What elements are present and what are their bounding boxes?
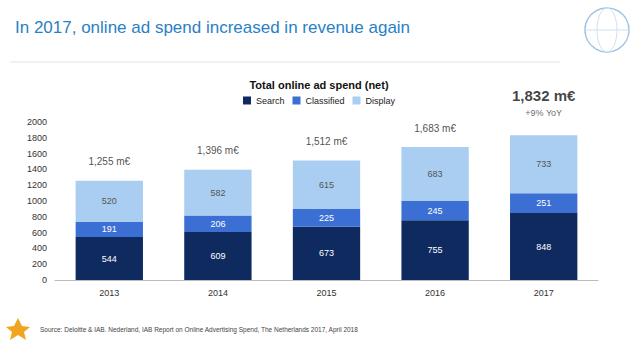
svg-text:1,255 m€: 1,255 m€ [88,156,130,167]
svg-text:520: 520 [102,196,117,206]
svg-text:Display: Display [366,96,396,106]
svg-text:848: 848 [536,242,551,252]
svg-text:Search: Search [256,96,285,106]
svg-text:673: 673 [319,248,334,258]
svg-text:1800: 1800 [27,133,47,143]
svg-text:Classified: Classified [305,96,344,106]
svg-text:0: 0 [42,275,47,285]
svg-text:1,512 m€: 1,512 m€ [306,136,348,147]
svg-text:2016: 2016 [425,288,445,298]
svg-text:582: 582 [210,188,225,198]
svg-text:600: 600 [32,228,47,238]
svg-text:1000: 1000 [27,196,47,206]
svg-text:1200: 1200 [27,180,47,190]
svg-text:225: 225 [319,213,334,223]
svg-text:In 2017, online ad spend incre: In 2017, online ad spend increased in re… [15,18,410,37]
svg-text:Total online ad spend (net): Total online ad spend (net) [249,79,388,91]
svg-text:609: 609 [210,251,225,261]
svg-text:683: 683 [428,169,443,179]
svg-text:400: 400 [32,243,47,253]
svg-text:1400: 1400 [27,164,47,174]
svg-text:1,396 m€: 1,396 m€ [197,145,239,156]
svg-text:1600: 1600 [27,149,47,159]
svg-text:1,683 m€: 1,683 m€ [414,123,456,134]
svg-text:2000: 2000 [27,117,47,127]
svg-text:800: 800 [32,212,47,222]
svg-text:200: 200 [32,259,47,269]
svg-text:2015: 2015 [316,288,336,298]
svg-text:Source: Deloitte & IAB. Nederl: Source: Deloitte & IAB. Nederland, IAB R… [40,326,358,334]
svg-text:755: 755 [428,245,443,255]
svg-text:+9% YoY: +9% YoY [525,108,562,118]
svg-text:2014: 2014 [208,288,228,298]
svg-text:615: 615 [319,180,334,190]
svg-text:733: 733 [536,159,551,169]
svg-text:2013: 2013 [99,288,119,298]
svg-text:1,832 m€: 1,832 m€ [512,87,576,104]
svg-text:251: 251 [536,198,551,208]
svg-text:544: 544 [102,254,117,264]
svg-text:206: 206 [210,219,225,229]
svg-text:2017: 2017 [534,288,554,298]
svg-text:245: 245 [428,206,443,216]
svg-text:191: 191 [102,224,117,234]
